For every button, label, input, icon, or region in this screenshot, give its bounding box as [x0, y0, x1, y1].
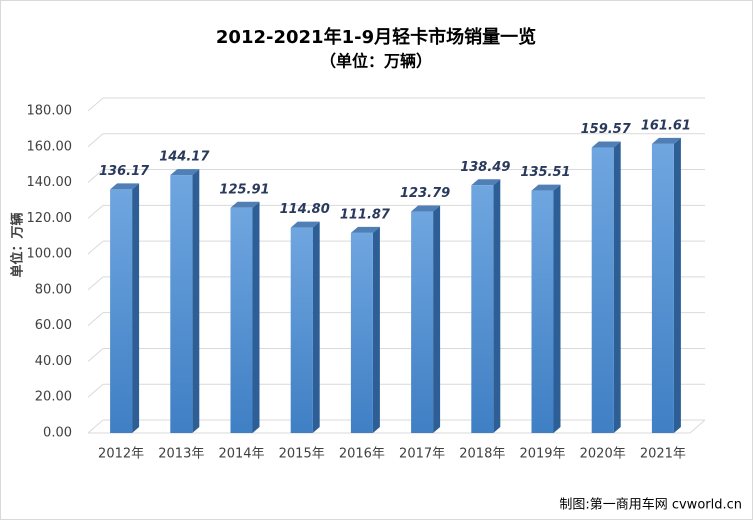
bar-side: [372, 226, 380, 433]
y-tick-label: 120.00: [27, 211, 73, 226]
bar-side: [192, 169, 200, 433]
bar-side: [493, 179, 501, 433]
bar-side: [433, 205, 441, 433]
x-tick-label: 2021年: [640, 447, 686, 462]
bar-top: [591, 141, 621, 148]
bar-top: [350, 226, 380, 233]
floor-right: [689, 419, 706, 434]
y-tick-label: 40.00: [35, 354, 72, 369]
bar: [411, 211, 434, 433]
bar: [531, 190, 554, 433]
bar-side: [312, 221, 320, 433]
grid-line-depth: [87, 276, 104, 291]
y-tick-label: 160.00: [27, 139, 73, 154]
bar-side: [673, 137, 681, 434]
bar-top: [531, 184, 561, 191]
bar: [591, 147, 614, 433]
grid-line-depth: [87, 419, 104, 434]
x-tick-label: 2019年: [519, 447, 565, 462]
bar: [110, 189, 133, 433]
bar-top: [170, 169, 200, 176]
y-tick-label: 0.00: [43, 426, 72, 441]
bar-side: [252, 201, 260, 433]
bar-top: [110, 183, 140, 190]
grid-line-depth: [87, 204, 104, 219]
y-tick-label: 20.00: [35, 390, 72, 405]
chart-subtitle: （单位：万辆）: [320, 52, 432, 71]
bar: [230, 207, 253, 433]
grid-line-depth: [87, 97, 104, 112]
x-tick-label: 2015年: [279, 447, 325, 462]
y-axis-label: 单位：万辆: [10, 212, 26, 277]
value-label: 159.57: [581, 122, 632, 137]
value-label: 136.17: [99, 164, 150, 179]
value-label: 144.17: [159, 150, 210, 165]
x-tick-label: 2013年: [158, 447, 204, 462]
value-label: 123.79: [400, 186, 450, 201]
y-tick-label: 140.00: [27, 175, 73, 190]
x-tick-label: 2012年: [98, 447, 144, 462]
value-label: 138.49: [460, 160, 510, 175]
bar-side: [132, 183, 140, 433]
bar: [350, 232, 373, 433]
bar: [471, 185, 494, 433]
grid-line-depth: [87, 240, 104, 255]
x-tick-label: 2017年: [399, 447, 445, 462]
bar-side: [553, 184, 561, 433]
bar: [651, 143, 674, 434]
bar: [170, 175, 193, 433]
bar-top: [411, 205, 441, 212]
grid-line-depth: [87, 133, 104, 148]
y-tick-label: 180.00: [27, 104, 73, 119]
x-tick-label: 2020年: [580, 447, 626, 462]
bar-top: [230, 201, 260, 208]
x-tick-label: 2016年: [339, 447, 385, 462]
grid-line-depth: [87, 312, 104, 327]
y-tick-label: 60.00: [35, 318, 72, 333]
bar-top: [471, 179, 501, 186]
bar-side: [613, 141, 621, 433]
value-label: 135.51: [520, 165, 570, 180]
grid-line-depth: [87, 348, 104, 362]
chart-title: 2012-2021年1-9月轻卡市场销量一览: [216, 26, 536, 48]
x-tick-label: 2018年: [459, 447, 505, 462]
value-label: 125.91: [219, 182, 269, 197]
y-tick-label: 80.00: [35, 282, 72, 297]
bar-top: [290, 221, 320, 228]
bar: [290, 227, 313, 433]
grid-line-depth: [87, 383, 104, 398]
bar-top: [651, 137, 681, 144]
y-tick-label: 100.00: [27, 247, 73, 262]
grid-line-depth: [87, 169, 104, 183]
x-tick-label: 2014年: [218, 447, 264, 462]
source-note: 制图:第一商用车网 cvworld.cn: [559, 497, 742, 513]
value-label: 114.80: [280, 202, 330, 217]
value-label: 111.87: [340, 207, 391, 222]
value-label: 161.61: [641, 118, 691, 133]
